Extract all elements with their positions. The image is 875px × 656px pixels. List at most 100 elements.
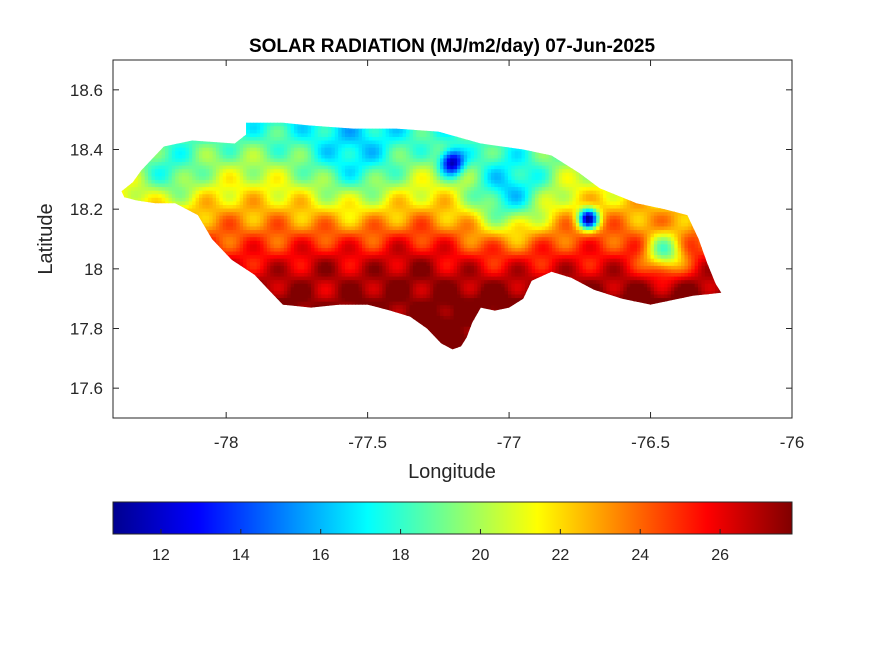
heatmap-cell <box>236 204 241 209</box>
heatmap-cell <box>243 175 248 180</box>
heatmap-cell <box>178 175 183 180</box>
heatmap-cell <box>338 165 343 170</box>
heatmap-cell <box>253 179 258 184</box>
heatmap-cell <box>195 143 200 148</box>
heatmap-cell <box>141 197 146 202</box>
heatmap-cell <box>307 265 312 270</box>
heatmap-cell <box>260 190 265 195</box>
heatmap-cell <box>300 136 305 141</box>
heatmap-cell <box>195 193 200 198</box>
heatmap-cell <box>297 272 302 277</box>
heatmap-cell <box>195 161 200 166</box>
heatmap-cell <box>300 222 305 227</box>
heatmap-cell <box>273 293 278 299</box>
heatmap-cell <box>344 258 349 263</box>
heatmap-cell <box>344 150 349 155</box>
heatmap-cell <box>195 157 200 163</box>
heatmap-cell <box>317 143 322 148</box>
heatmap-cell <box>219 150 224 155</box>
heatmap-cell <box>311 204 316 209</box>
heatmap-cell <box>314 175 319 180</box>
heatmap-cell <box>290 182 295 188</box>
heatmap-cell <box>280 143 285 148</box>
heatmap-cell <box>263 147 268 152</box>
heatmap-cell <box>344 261 349 266</box>
heatmap-cell <box>165 150 170 155</box>
heatmap-cell <box>236 250 241 256</box>
heatmap-cell <box>171 168 176 173</box>
heatmap-cell <box>290 175 295 180</box>
heatmap-cell <box>311 168 316 173</box>
heatmap-cell <box>311 304 316 309</box>
heatmap-cell <box>239 247 244 252</box>
heatmap-cell <box>280 215 285 220</box>
heatmap-cell <box>270 136 275 141</box>
heatmap-cell <box>148 161 153 166</box>
heatmap-cell <box>297 247 302 252</box>
heatmap-cell <box>154 165 159 170</box>
heatmap-cell <box>151 200 156 205</box>
heatmap-cell <box>107 154 111 158</box>
heatmap-cell <box>341 236 346 241</box>
heatmap-cell <box>273 165 278 170</box>
heatmap-cell <box>294 254 299 259</box>
heatmap-cell <box>294 233 299 238</box>
heatmap-cell <box>239 175 244 180</box>
heatmap-cell <box>304 168 309 173</box>
heatmap-cell <box>175 179 180 184</box>
heatmap-cell <box>185 161 190 166</box>
heatmap-cell <box>263 261 268 266</box>
heatmap-cell <box>175 175 180 180</box>
heatmap-cell <box>294 297 299 302</box>
heatmap-cell <box>300 304 305 309</box>
heatmap-cell <box>338 236 343 241</box>
heatmap-cell <box>341 250 346 256</box>
heatmap-cell <box>232 250 237 256</box>
heatmap-cell <box>260 268 265 274</box>
heatmap-cell <box>297 193 302 198</box>
heatmap-cell <box>311 243 316 248</box>
heatmap-cell <box>324 272 329 277</box>
heatmap-cell <box>266 279 271 284</box>
heatmap-cell <box>317 182 322 188</box>
heatmap-cell <box>344 200 349 205</box>
heatmap-cell <box>249 261 254 266</box>
heatmap-cell <box>212 179 217 184</box>
heatmap-cell <box>205 175 210 180</box>
heatmap-cell <box>344 165 349 170</box>
heatmap-cell <box>256 139 261 145</box>
heatmap-cell <box>246 225 251 231</box>
heatmap-cell <box>331 233 336 238</box>
heatmap-cell <box>256 182 261 188</box>
heatmap-cell <box>344 143 349 148</box>
heatmap-cell <box>304 165 309 170</box>
heatmap-cell <box>273 179 278 184</box>
heatmap-cell <box>246 261 251 266</box>
heatmap-cell <box>182 157 187 163</box>
heatmap-cell <box>304 222 309 227</box>
heatmap-cell <box>199 190 204 195</box>
heatmap-cell <box>317 197 322 202</box>
heatmap-cell <box>260 265 265 270</box>
heatmap-cell <box>243 204 248 209</box>
heatmap-cell <box>229 197 234 202</box>
heatmap-cell <box>334 136 339 141</box>
heatmap-cell <box>351 265 356 270</box>
heatmap-cell <box>307 136 312 141</box>
heatmap-cell <box>124 186 129 191</box>
heatmap-cell <box>171 179 176 184</box>
heatmap-cell <box>287 143 292 148</box>
heatmap-cell <box>283 275 288 281</box>
heatmap-cell <box>182 168 187 173</box>
heatmap-cell <box>222 143 227 148</box>
heatmap-cell <box>263 236 268 241</box>
heatmap-cell <box>148 168 153 173</box>
heatmap-cell <box>232 229 237 234</box>
heatmap-cell <box>273 129 278 134</box>
heatmap-cell <box>260 236 265 241</box>
heatmap-cell <box>290 243 295 248</box>
heatmap-cell <box>260 233 265 238</box>
heatmap-cell <box>205 165 210 170</box>
heatmap-cell <box>249 157 254 163</box>
heatmap-cell <box>134 175 139 180</box>
